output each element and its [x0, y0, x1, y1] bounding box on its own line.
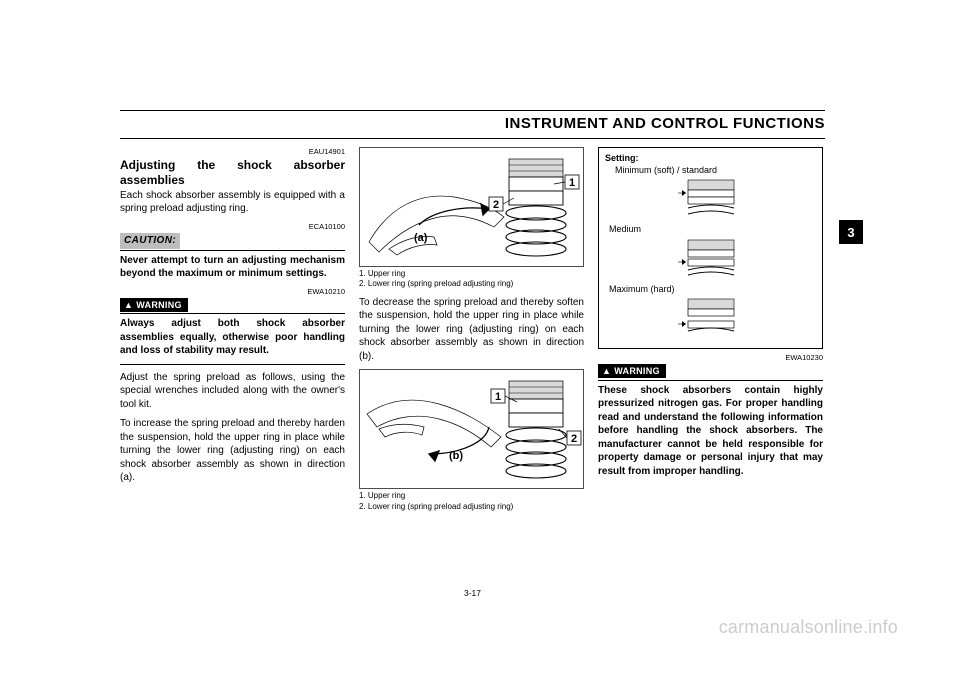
- setting-box: Setting: Minimum (soft) / standard Mediu…: [598, 147, 823, 349]
- rule-thin: [120, 138, 825, 139]
- warning-text: Always adjust both shock absorber assemb…: [120, 317, 345, 358]
- figure-shock-a: 1 2 (a): [359, 147, 584, 267]
- section-heading: Adjusting the shock absorber assemblies: [120, 158, 345, 187]
- setting-title: Setting:: [605, 152, 816, 164]
- setting-max-label: Maximum (hard): [609, 283, 816, 295]
- setting-min-label: Minimum (soft) / standard: [615, 164, 816, 176]
- caption-line: 2. Lower ring (spring preload adjusting …: [359, 279, 584, 289]
- watermark: carmanualsonline.info: [719, 617, 898, 638]
- paragraph: Adjust the spring preload as follows, us…: [120, 371, 345, 412]
- paragraph: Each shock absorber assembly is equipped…: [120, 189, 345, 216]
- caption-line: 1. Upper ring: [359, 269, 584, 279]
- caption-line: 1. Upper ring: [359, 491, 584, 501]
- setting-max-diagram: [605, 297, 816, 338]
- page-number: 3-17: [464, 588, 481, 598]
- callout-1: 1: [569, 177, 575, 189]
- paragraph: To increase the spring preload and there…: [120, 417, 345, 485]
- warning-rule: [598, 380, 823, 381]
- callout-a: (a): [414, 232, 428, 244]
- section-tab: 3: [839, 220, 863, 244]
- column-3: Setting: Minimum (soft) / standard Mediu…: [598, 147, 823, 518]
- content-columns: EAU14901 Adjusting the shock absorber as…: [120, 147, 825, 518]
- warning-rule: [120, 313, 345, 314]
- caution-label: CAUTION:: [120, 233, 180, 249]
- setting-med-diagram: [605, 238, 816, 279]
- warning-icon: ▲: [602, 365, 611, 377]
- ref-code: EWA10230: [598, 353, 823, 363]
- figure-shock-b: 1 2 (b): [359, 369, 584, 489]
- ref-code: EWA10210: [120, 287, 345, 297]
- warning-text: These shock absorbers contain highly pre…: [598, 384, 823, 479]
- warning-icon: ▲: [124, 299, 133, 311]
- setting-min-diagram: [605, 178, 816, 219]
- manual-page: INSTRUMENT AND CONTROL FUNCTIONS EAU1490…: [120, 110, 825, 600]
- figure-caption: 1. Upper ring 2. Lower ring (spring prel…: [359, 269, 584, 290]
- figure-caption: 1. Upper ring 2. Lower ring (spring prel…: [359, 491, 584, 512]
- rule-thick: [120, 110, 825, 111]
- warning-label: ▲WARNING: [120, 298, 188, 312]
- caution-rule: [120, 250, 345, 251]
- warning-label: ▲WARNING: [598, 364, 666, 378]
- svg-text:2: 2: [571, 433, 577, 445]
- ref-code: EAU14901: [120, 147, 345, 157]
- column-1: EAU14901 Adjusting the shock absorber as…: [120, 147, 345, 518]
- paragraph: To decrease the spring preload and there…: [359, 296, 584, 364]
- svg-text:1: 1: [495, 391, 501, 403]
- rule-thin: [120, 364, 345, 365]
- callout-2: 2: [493, 199, 499, 211]
- column-2: 1 2 (a) 1. Upper ring 2. Lower ring (spr…: [359, 147, 584, 518]
- setting-med-label: Medium: [609, 223, 816, 235]
- warning-label-text: WARNING: [614, 366, 660, 376]
- ref-code: ECA10100: [120, 222, 345, 232]
- svg-text:(b): (b): [449, 450, 463, 462]
- caution-text: Never attempt to turn an adjusting mecha…: [120, 254, 345, 281]
- chapter-title: INSTRUMENT AND CONTROL FUNCTIONS: [120, 115, 825, 132]
- warning-label-text: WARNING: [136, 300, 182, 310]
- caption-line: 2. Lower ring (spring preload adjusting …: [359, 502, 584, 512]
